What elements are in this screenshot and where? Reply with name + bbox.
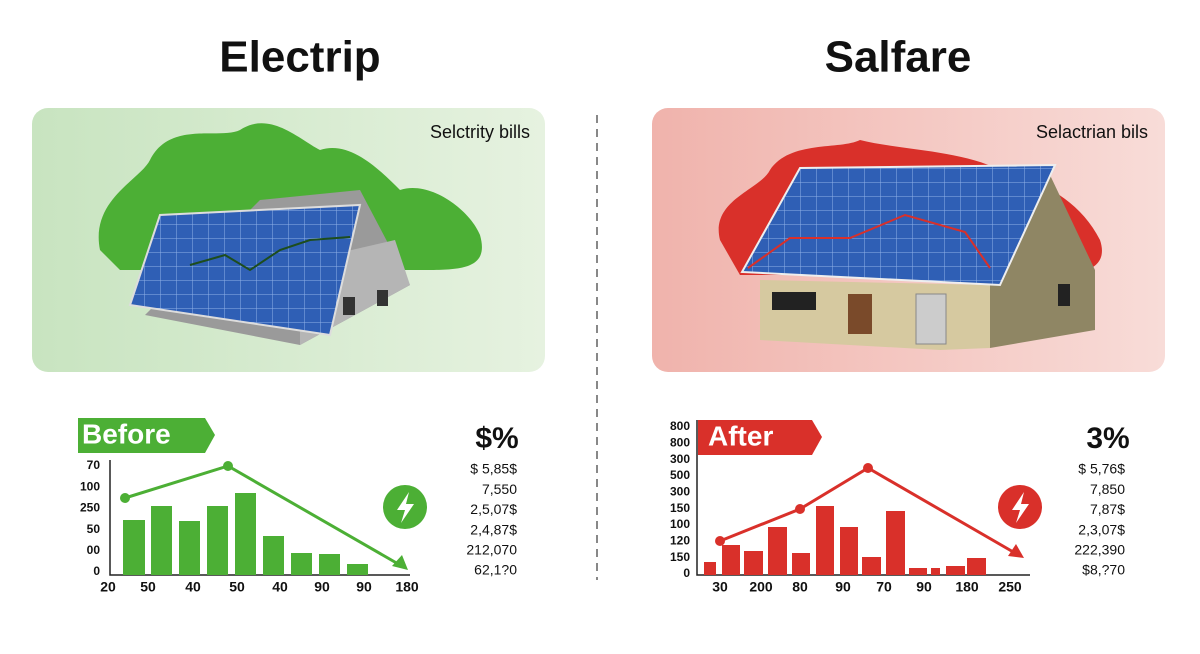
value-text: $ 5,85$ xyxy=(470,461,517,477)
value-text: 2,5,07$ xyxy=(470,501,517,517)
bolt xyxy=(1012,492,1029,523)
value-text: 222,390 xyxy=(1074,542,1125,558)
card-label: Selctrity bills xyxy=(430,122,530,142)
badge-label: After xyxy=(708,420,773,451)
y-tick-label: 100 xyxy=(80,479,100,493)
trend-line xyxy=(719,466,1016,555)
y-tick-label: 00 xyxy=(87,543,101,557)
value-text: 7,850 xyxy=(1090,481,1125,497)
x-tick-label: 40 xyxy=(272,579,288,595)
x-tick-label: 90 xyxy=(916,579,932,595)
value-text: 7,87$ xyxy=(1090,501,1125,517)
y-tick-label: 0 xyxy=(683,566,690,580)
solar-panels xyxy=(128,203,362,337)
y-tick-label: 100 xyxy=(670,517,690,531)
panel-line xyxy=(189,236,351,272)
y-tick-label: 300 xyxy=(670,452,690,466)
x-tick-label: 70 xyxy=(876,579,892,595)
dot xyxy=(223,461,233,471)
x-tick-label: 30 xyxy=(712,579,728,595)
panel-title: Electrip xyxy=(219,33,380,82)
x-tick-label: 180 xyxy=(395,579,419,595)
y-tick-label: 800 xyxy=(670,436,690,450)
y-tick-label: 150 xyxy=(670,550,690,564)
big-value: $% xyxy=(475,422,518,455)
value-text: 2,4,87$ xyxy=(470,521,517,537)
card-label: Selactrian bils xyxy=(1036,122,1148,142)
dot xyxy=(715,536,725,546)
value-text: $8,?70 xyxy=(1082,562,1125,578)
arrow xyxy=(1008,544,1024,558)
window xyxy=(1058,284,1070,306)
y-tick-label: 70 xyxy=(87,458,101,472)
value-text: $ 5,76$ xyxy=(1078,461,1125,477)
x-tick-label: 180 xyxy=(955,579,979,595)
x-tick-label: 20 xyxy=(100,579,116,595)
value-text: 2,3,07$ xyxy=(1078,521,1125,537)
bars xyxy=(704,506,986,575)
badge-bg xyxy=(78,418,215,453)
bars xyxy=(123,493,368,575)
x-tick-label: 90 xyxy=(835,579,851,595)
panel-title: Salfare xyxy=(825,33,972,82)
dot xyxy=(795,504,805,514)
garage xyxy=(915,293,947,345)
panel-line xyxy=(747,213,991,269)
x-tick-label: 80 xyxy=(792,579,808,595)
x-tick-label: 50 xyxy=(140,579,156,595)
y-tick-label: 250 xyxy=(80,501,100,515)
window xyxy=(377,290,388,306)
dot xyxy=(120,493,130,503)
x-tick-label: 90 xyxy=(314,579,330,595)
y-tick-label: 50 xyxy=(87,522,101,536)
arrow xyxy=(392,555,408,570)
y-tick-label: 500 xyxy=(670,468,690,482)
y-tick-label: 0 xyxy=(93,564,100,578)
x-tick-label: 50 xyxy=(229,579,245,595)
y-tick-label: 150 xyxy=(670,501,690,515)
x-tick-label: 250 xyxy=(998,579,1022,595)
window xyxy=(343,297,355,315)
door xyxy=(848,294,872,334)
x-tick-label: 40 xyxy=(185,579,201,595)
x-tick-label: 200 xyxy=(749,579,773,595)
solar-panels xyxy=(740,163,1057,287)
y-tick-label: 120 xyxy=(670,534,690,548)
badge-label: Before xyxy=(82,418,171,449)
big-value: 3% xyxy=(1086,422,1129,455)
value-text: 212,070 xyxy=(466,542,517,558)
y-tick-label: 300 xyxy=(670,485,690,499)
dot xyxy=(863,463,873,473)
value-text: 7,550 xyxy=(482,481,517,497)
y-tick-label: 800 xyxy=(670,419,690,433)
house xyxy=(760,280,990,350)
badge-bg xyxy=(698,420,822,455)
bolt xyxy=(397,492,414,523)
x-tick-label: 90 xyxy=(356,579,372,595)
window xyxy=(772,292,816,310)
value-text: 62,1?0 xyxy=(474,562,517,578)
